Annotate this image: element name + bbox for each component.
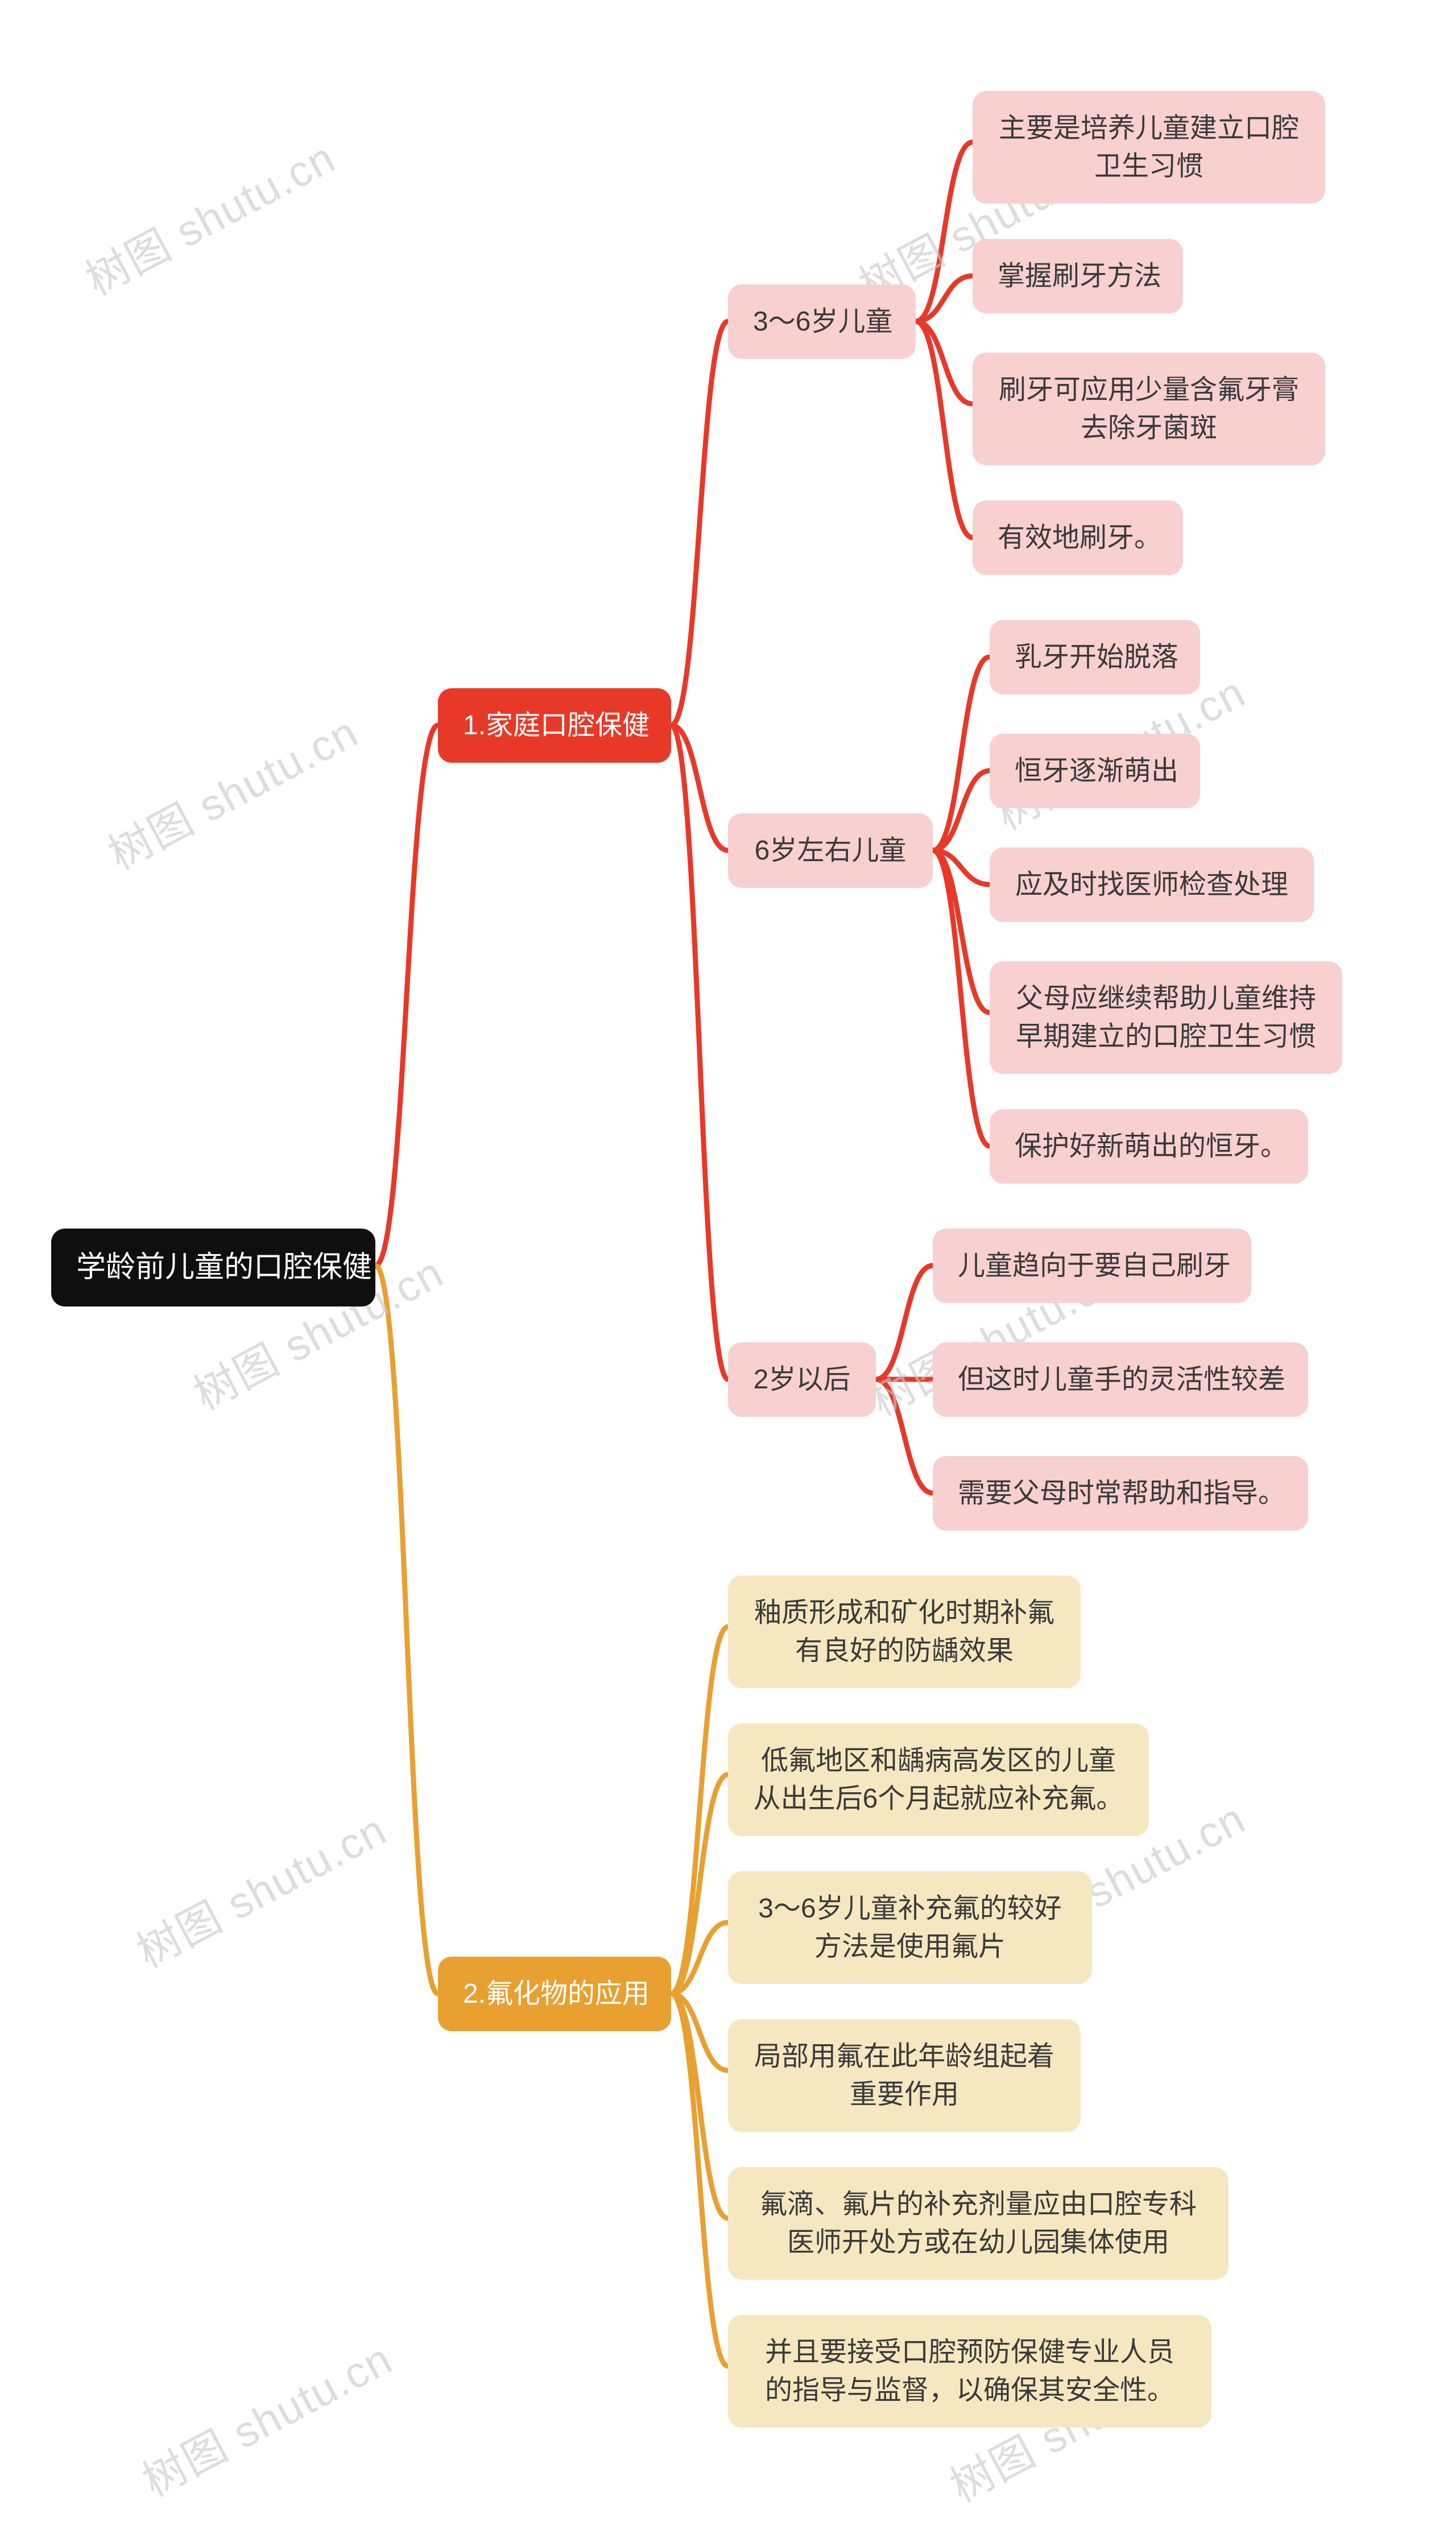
leaf-node[interactable]: 3～6岁儿童补充氟的较好方法是使用氟片 xyxy=(728,1871,1092,1984)
branch-node[interactable]: 2.氟化物的应用 xyxy=(438,1957,671,2031)
watermark: 树图 shutu.cn xyxy=(124,1795,396,1979)
leaf-node[interactable]: 应及时找医师检查处理 xyxy=(990,847,1314,922)
sub-node[interactable]: 6岁左右儿童 xyxy=(728,813,933,888)
leaf-node[interactable]: 保护好新萌出的恒牙。 xyxy=(990,1109,1308,1184)
sub-node[interactable]: 2岁以后 xyxy=(728,1342,876,1417)
leaf-node[interactable]: 并且要接受口腔预防保健专业人员的指导与监督，以确保其安全性。 xyxy=(728,2315,1211,2428)
leaf-node[interactable]: 乳牙开始脱落 xyxy=(990,620,1200,694)
leaf-node[interactable]: 釉质形成和矿化时期补氟有良好的防龋效果 xyxy=(728,1576,1081,1688)
leaf-node[interactable]: 局部用氟在此年龄组起着重要作用 xyxy=(728,2019,1081,2132)
leaf-node[interactable]: 主要是培养儿童建立口腔卫生习惯 xyxy=(973,91,1325,204)
leaf-node[interactable]: 有效地刷牙。 xyxy=(973,501,1183,575)
mindmap-canvas: 树图 shutu.cn 树图 shutu.cn 树图 shutu.cn 树图 shut… xyxy=(0,0,1456,2522)
leaf-node[interactable]: 低氟地区和龋病高发区的儿童从出生后6个月起就应补充氟。 xyxy=(728,1723,1149,1836)
leaf-node[interactable]: 儿童趋向于要自己刷牙 xyxy=(933,1229,1251,1303)
leaf-node[interactable]: 但这时儿童手的灵活性较差 xyxy=(933,1342,1308,1417)
leaf-node[interactable]: 掌握刷牙方法 xyxy=(973,239,1183,313)
leaf-node[interactable]: 父母应继续帮助儿童维持早期建立的口腔卫生习惯 xyxy=(990,961,1342,1074)
root-node[interactable]: 学龄前儿童的口腔保健 xyxy=(51,1229,375,1307)
leaf-node[interactable]: 刷牙可应用少量含氟牙膏去除牙菌斑 xyxy=(973,353,1325,465)
sub-node[interactable]: 3～6岁儿童 xyxy=(728,284,916,359)
watermark: 树图 shutu.cn xyxy=(96,697,367,882)
watermark: 树图 shutu.cn xyxy=(130,2324,402,2508)
branch-node[interactable]: 1.家庭口腔保健 xyxy=(438,688,671,763)
watermark: 树图 shutu.cn xyxy=(73,123,345,307)
leaf-node[interactable]: 恒牙逐渐萌出 xyxy=(990,734,1200,808)
leaf-node[interactable]: 需要父母时常帮助和指导。 xyxy=(933,1456,1308,1531)
leaf-node[interactable]: 氟滴、氟片的补充剂量应由口腔专科医师开处方或在幼儿园集体使用 xyxy=(728,2167,1228,2280)
